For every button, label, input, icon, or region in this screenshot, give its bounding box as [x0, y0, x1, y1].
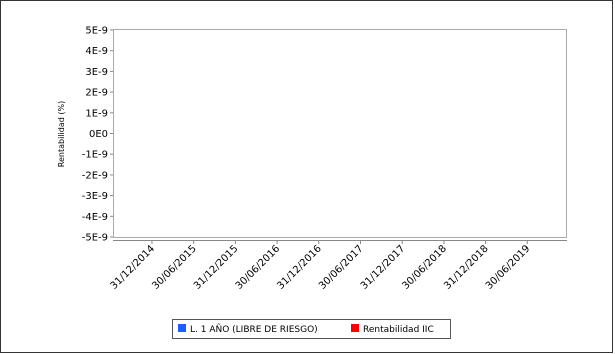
plot-area	[113, 29, 567, 238]
legend-swatch-series-1	[178, 324, 186, 332]
y-tick-label: -2E-9	[82, 170, 108, 181]
y-tick-label: 0E0	[89, 129, 108, 140]
legend-box	[172, 319, 451, 339]
y-tick-label: 1E-9	[85, 108, 108, 119]
legend: L. 1 AÑO (LIBRE DE RIESGO) Rentabilidad …	[172, 319, 451, 339]
y-axis-label: Rentabilidad (%)	[57, 101, 66, 167]
legend-label-series-2: Rentabilidad IIC	[363, 325, 434, 335]
y-tick-label: -5E-9	[82, 233, 108, 244]
y-axis-ticks: 5E-9 4E-9 3E-9 2E-9 1E-9 0E0 -1E-9 -2E-9 -3E-9 -4…	[82, 26, 113, 244]
legend-label-series-1: L. 1 AÑO (LIBRE DE RIESGO)	[190, 324, 318, 335]
y-tick-label: 2E-9	[85, 88, 108, 99]
y-tick-label: 4E-9	[85, 46, 108, 57]
y-tick-label: -3E-9	[82, 191, 108, 202]
y-tick-label: 3E-9	[85, 67, 108, 78]
y-tick-label: -4E-9	[82, 212, 108, 223]
legend-swatch-series-2	[351, 324, 359, 332]
y-tick-label: -1E-9	[82, 150, 108, 161]
y-tick-label: 5E-9	[85, 26, 108, 37]
